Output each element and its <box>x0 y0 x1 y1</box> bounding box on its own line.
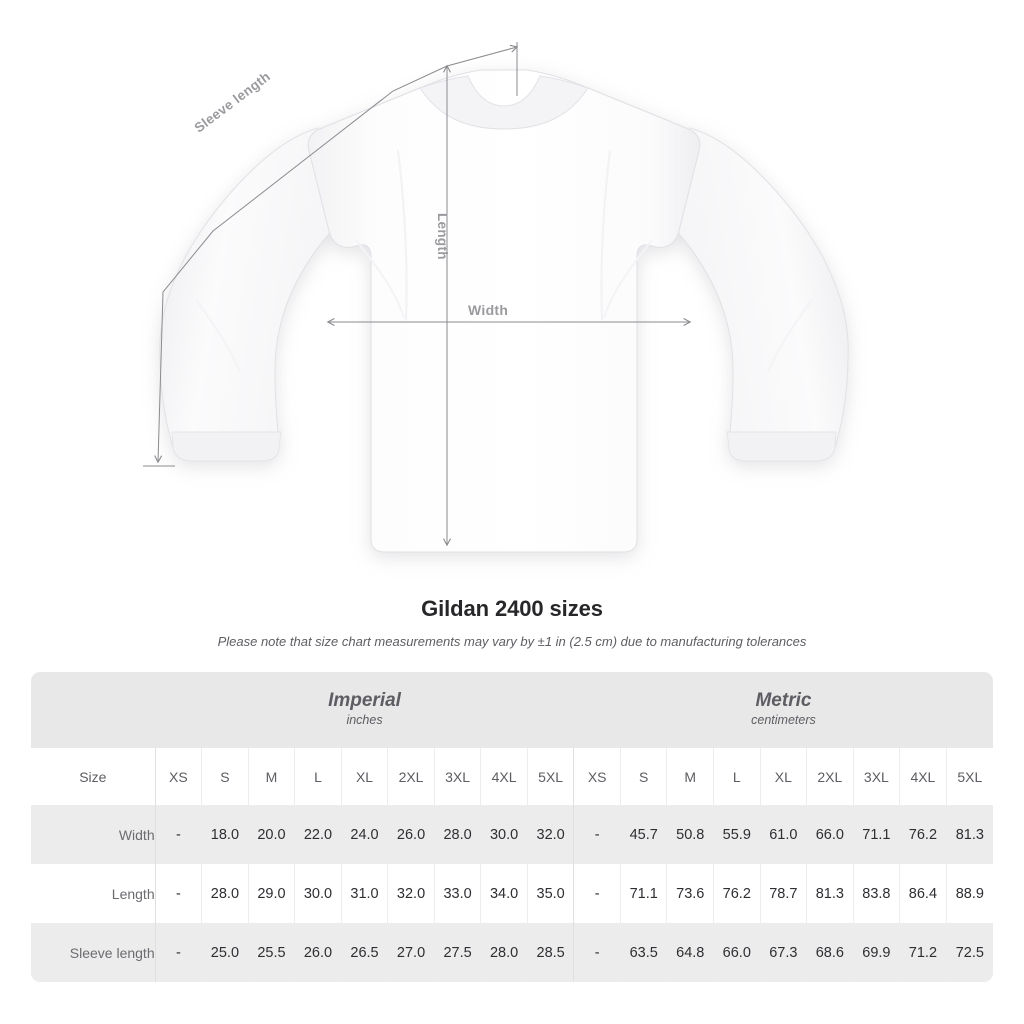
cell-sleeve-length-metric-l: 66.0 <box>713 923 761 982</box>
size-header-label: Size <box>31 748 156 805</box>
cell-sleeve-length-metric-2xl: 68.6 <box>806 923 854 982</box>
table-row: Length -28.0 29.0 30.0 31.0 32.0 33.0 34.0 35.0-… <box>31 864 993 923</box>
size-header-imperial-xs: XS <box>154 748 202 805</box>
unit-band-spacer <box>31 672 156 748</box>
cell-length-metric-4xl: 86.4 <box>899 864 947 923</box>
cell-sleeve-length-metric-xl: 67.3 <box>759 923 807 982</box>
cell-length-imperial-s: 28.0 <box>201 864 249 923</box>
size-header-row: Size XS S M L XL 2XL 3XL 4XL 5XL XS S M L XL 2XL 3XL 4XL 5… <box>31 748 993 805</box>
cell-sleeve-length-imperial-5xl: 28.5 <box>526 923 574 982</box>
cell-length-imperial-m: 29.0 <box>247 864 295 923</box>
cell-width-imperial-4xl: 30.0 <box>480 805 528 864</box>
cell-length-imperial-l: 30.0 <box>294 864 342 923</box>
size-header-metric-s: S <box>619 748 667 805</box>
garment-illustration: Sleeve length Length Width <box>143 42 849 553</box>
cell-width-imperial-l: 22.0 <box>294 805 342 864</box>
cell-width-metric-s: 45.7 <box>619 805 667 864</box>
size-header-imperial-l: L <box>294 748 342 805</box>
cell-width-metric-xs: - <box>573 805 621 864</box>
size-header-imperial-5xl: 5XL <box>526 748 574 805</box>
cell-width-imperial-xl: 24.0 <box>340 805 388 864</box>
unit-group-name: Imperial <box>328 689 401 711</box>
row-label-width: Width <box>31 805 156 864</box>
cell-length-imperial-2xl: 32.0 <box>387 864 435 923</box>
cell-length-metric-s: 71.1 <box>619 864 667 923</box>
cell-width-metric-3xl: 71.1 <box>852 805 900 864</box>
cell-sleeve-length-imperial-2xl: 27.0 <box>387 923 435 982</box>
length-label: Length <box>435 213 450 260</box>
size-header-imperial-s: S <box>201 748 249 805</box>
size-header-metric-xl: XL <box>759 748 807 805</box>
table-row: Width -18.0 20.0 22.0 24.0 26.0 28.0 30.0 32.0-4… <box>31 805 993 864</box>
cell-sleeve-length-metric-m: 64.8 <box>666 923 714 982</box>
unit-group-name: Metric <box>755 689 812 711</box>
cell-length-metric-xl: 78.7 <box>759 864 807 923</box>
size-header-imperial-xl: XL <box>340 748 388 805</box>
size-header-imperial-4xl: 4XL <box>480 748 528 805</box>
cell-sleeve-length-imperial-xs: - <box>154 923 202 982</box>
cell-sleeve-length-imperial-4xl: 28.0 <box>480 923 528 982</box>
cell-width-metric-5xl: 81.3 <box>945 805 993 864</box>
cell-length-metric-xs: - <box>573 864 621 923</box>
unit-group-imperial: Imperial inches <box>155 672 574 748</box>
size-header-imperial-m: M <box>247 748 295 805</box>
cell-sleeve-length-imperial-l: 26.0 <box>294 923 342 982</box>
cell-sleeve-length-metric-4xl: 71.2 <box>899 923 947 982</box>
row-label-sleeve-length: Sleeve length <box>31 923 156 982</box>
title-block: Gildan 2400 sizes Please note that size … <box>0 596 1024 649</box>
unit-group-metric: Metric centimeters <box>573 672 993 748</box>
cell-length-metric-3xl: 83.8 <box>852 864 900 923</box>
tolerance-note: Please note that size chart measurements… <box>217 634 807 649</box>
size-header-metric-4xl: 4XL <box>899 748 947 805</box>
row-label-length: Length <box>31 864 156 923</box>
cell-width-imperial-2xl: 26.0 <box>387 805 435 864</box>
size-header-metric-m: M <box>666 748 714 805</box>
unit-group-sub: inches <box>346 713 383 728</box>
cell-sleeve-length-metric-3xl: 69.9 <box>852 923 900 982</box>
cell-length-metric-5xl: 88.9 <box>945 864 993 923</box>
size-header-metric-3xl: 3XL <box>852 748 900 805</box>
width-label: Width <box>468 302 509 318</box>
cell-sleeve-length-imperial-s: 25.0 <box>201 923 249 982</box>
unit-group-header-row: Imperial inches Metric centimeters <box>31 672 993 748</box>
cell-length-metric-l: 76.2 <box>713 864 761 923</box>
cell-width-imperial-5xl: 32.0 <box>526 805 574 864</box>
cell-length-metric-m: 73.6 <box>666 864 714 923</box>
cell-length-imperial-xs: - <box>154 864 202 923</box>
cell-sleeve-length-imperial-m: 25.5 <box>247 923 295 982</box>
size-chart-table: Imperial inches Metric centimeters Size XS S M L… <box>31 672 993 982</box>
cell-width-metric-xl: 61.0 <box>759 805 807 864</box>
cell-sleeve-length-metric-5xl: 72.5 <box>945 923 993 982</box>
cell-sleeve-length-metric-s: 63.5 <box>619 923 667 982</box>
cell-length-metric-2xl: 81.3 <box>806 864 854 923</box>
cell-sleeve-length-imperial-xl: 26.5 <box>340 923 388 982</box>
cell-sleeve-length-metric-xs: - <box>573 923 621 982</box>
size-chart-table-wrap: Imperial inches Metric centimeters Size XS S M L… <box>31 672 993 982</box>
sleeve-length-dimension-line <box>143 42 519 467</box>
cell-length-imperial-xl: 31.0 <box>340 864 388 923</box>
cell-width-imperial-m: 20.0 <box>247 805 295 864</box>
cell-width-imperial-xs: - <box>154 805 202 864</box>
size-header-metric-l: L <box>713 748 761 805</box>
size-header-metric-xs: XS <box>573 748 621 805</box>
cell-width-metric-l: 55.9 <box>713 805 761 864</box>
unit-group-sub: centimeters <box>751 713 816 728</box>
cell-width-metric-4xl: 76.2 <box>899 805 947 864</box>
cell-width-imperial-3xl: 28.0 <box>433 805 481 864</box>
cell-length-imperial-5xl: 35.0 <box>526 864 574 923</box>
size-header-imperial-3xl: 3XL <box>433 748 481 805</box>
cell-width-imperial-s: 18.0 <box>201 805 249 864</box>
cell-length-imperial-4xl: 34.0 <box>480 864 528 923</box>
cell-width-metric-2xl: 66.0 <box>806 805 854 864</box>
page-title: Gildan 2400 sizes <box>421 596 603 621</box>
table-row: Sleeve length -25.0 25.5 26.0 26.5 27.0 27.5 28… <box>31 923 993 982</box>
long-sleeve-shirt-diagram <box>143 42 849 553</box>
size-header-metric-2xl: 2XL <box>806 748 854 805</box>
size-header-imperial-2xl: 2XL <box>387 748 435 805</box>
size-header-metric-5xl: 5XL <box>945 748 993 805</box>
cell-sleeve-length-imperial-3xl: 27.5 <box>433 923 481 982</box>
cell-width-metric-m: 50.8 <box>666 805 714 864</box>
cell-length-imperial-3xl: 33.0 <box>433 864 481 923</box>
